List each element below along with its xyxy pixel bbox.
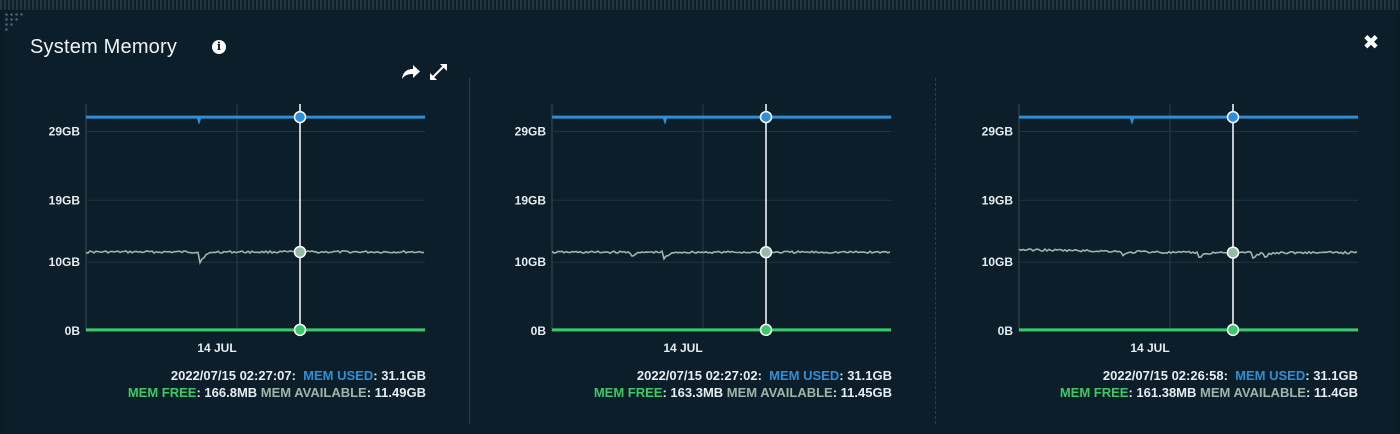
hover-timestamp: 2022/07/15 02:27:02: [636,368,762,383]
mem-used-label: MEM USED [769,368,840,383]
info-icon[interactable]: i [212,40,226,54]
memory-chart-1-plot[interactable]: 0B 10GB 19GB 29GB 14 JUL [49,96,425,355]
mem-free-value: 166.8MB [204,385,258,400]
mem-available-value: 11.4GB [1313,385,1358,400]
chart-2-legend-line1: 2022/07/15 02:27:02: MEM USED: 31.1GB [636,368,892,383]
mem-available-series [551,249,891,261]
y-tick-label: 19GB [49,193,81,207]
y-tick-label: 29GB [49,125,81,139]
chart-3-legend: 2022/07/15 02:26:58: MEM USED: 31.1GB ME… [972,367,1358,401]
y-tick-label: 10GB [982,255,1014,269]
y-tick-label: 10GB [49,255,81,269]
chart-3-legend-line2: MEM FREE: 161.38MB MEM AVAILABLE: 11.4GB [1059,385,1358,400]
mem-used-series [86,115,425,125]
mem-used-point [1226,110,1240,124]
mem-used-series [1019,115,1358,125]
mem-free-point [293,323,307,337]
y-tick-label: 29GB [515,125,547,139]
mem-available-point [1226,246,1240,259]
panel-divider [469,78,470,424]
mem-available-series [85,249,425,266]
share-arrow-icon[interactable] [400,62,422,82]
mem-free-value: 161.38MB [1136,385,1197,400]
mem-free-label: MEM FREE [593,385,663,400]
memory-chart-3-plot[interactable]: 0B 10GB 19GB 29GB 14 JUL [982,96,1358,355]
mem-used-value: 31.1GB [847,368,892,383]
y-tick-label: 10GB [515,255,547,269]
mem-free-point [1226,323,1240,337]
top-border-strip [0,0,1400,10]
memory-chart-2-plot[interactable]: 0B 10GB 19GB 29GB 14 JUL [515,96,891,355]
chart-1-legend-line2: MEM FREE: 166.8MB MEM AVAILABLE: 11.49GB [127,385,426,400]
mem-available-series [1018,247,1358,260]
memory-chart-1[interactable]: 0B 10GB 19GB 29GB 14 JUL [49,96,425,355]
widget-title: System Memory [30,36,178,58]
mem-free-label: MEM FREE [127,385,197,400]
mem-available-label: MEM AVAILABLE [726,385,833,400]
chart-1-legend-line1: 2022/07/15 02:27:07: MEM USED: 31.1GB [170,368,426,383]
mem-used-label: MEM USED [303,368,374,383]
close-icon[interactable]: ✖ [1362,30,1380,54]
mem-available-point [293,245,307,259]
hover-timestamp: 2022/07/15 02:27:07: [170,368,296,383]
chart-2-legend-line2: MEM FREE: 163.3MB MEM AVAILABLE: 11.45GB [593,385,892,400]
y-tick-label: 19GB [515,193,547,207]
mem-used-value: 31.1GB [381,368,426,383]
expand-arrows-icon[interactable] [428,62,450,82]
system-memory-widget [4,12,1396,432]
memory-chart-3[interactable]: 0B 10GB 19GB 29GB 14 JUL [982,96,1358,355]
mem-used-point [759,110,773,124]
chart-2-legend: 2022/07/15 02:27:02: MEM USED: 31.1GB ME… [506,367,892,401]
mem-free-value: 163.3MB [670,385,724,400]
mem-available-value: 11.49GB [374,385,426,400]
hover-timestamp: 2022/07/15 02:26:58: [1102,368,1228,383]
mem-available-label: MEM AVAILABLE [1200,385,1306,400]
mem-used-label: MEM USED [1235,368,1306,383]
x-tick-label: 14 JUL [197,341,236,355]
panel-divider [935,78,936,424]
chart-3-legend-line1: 2022/07/15 02:26:58: MEM USED: 31.1GB [1102,368,1358,383]
y-tick-label: 19GB [982,193,1014,207]
mem-used-value: 31.1GB [1313,368,1358,383]
y-tick-label: 0B [65,324,81,338]
x-tick-label: 14 JUL [1130,341,1169,355]
mem-available-value: 11.45GB [840,385,892,400]
memory-chart-2[interactable]: 0B 10GB 19GB 29GB 14 JUL [515,96,891,355]
chart-1-legend: 2022/07/15 02:27:07: MEM USED: 31.1GB ME… [40,367,426,401]
mem-available-label: MEM AVAILABLE [260,385,367,400]
mem-free-point [759,323,773,337]
y-tick-label: 0B [998,324,1014,338]
y-tick-label: 0B [531,324,547,338]
mem-used-point [293,110,307,124]
mem-free-label: MEM FREE [1059,385,1129,400]
x-tick-label: 14 JUL [663,341,702,355]
y-tick-label: 29GB [982,125,1014,139]
mem-used-series [552,115,891,125]
mem-available-point [759,245,773,259]
